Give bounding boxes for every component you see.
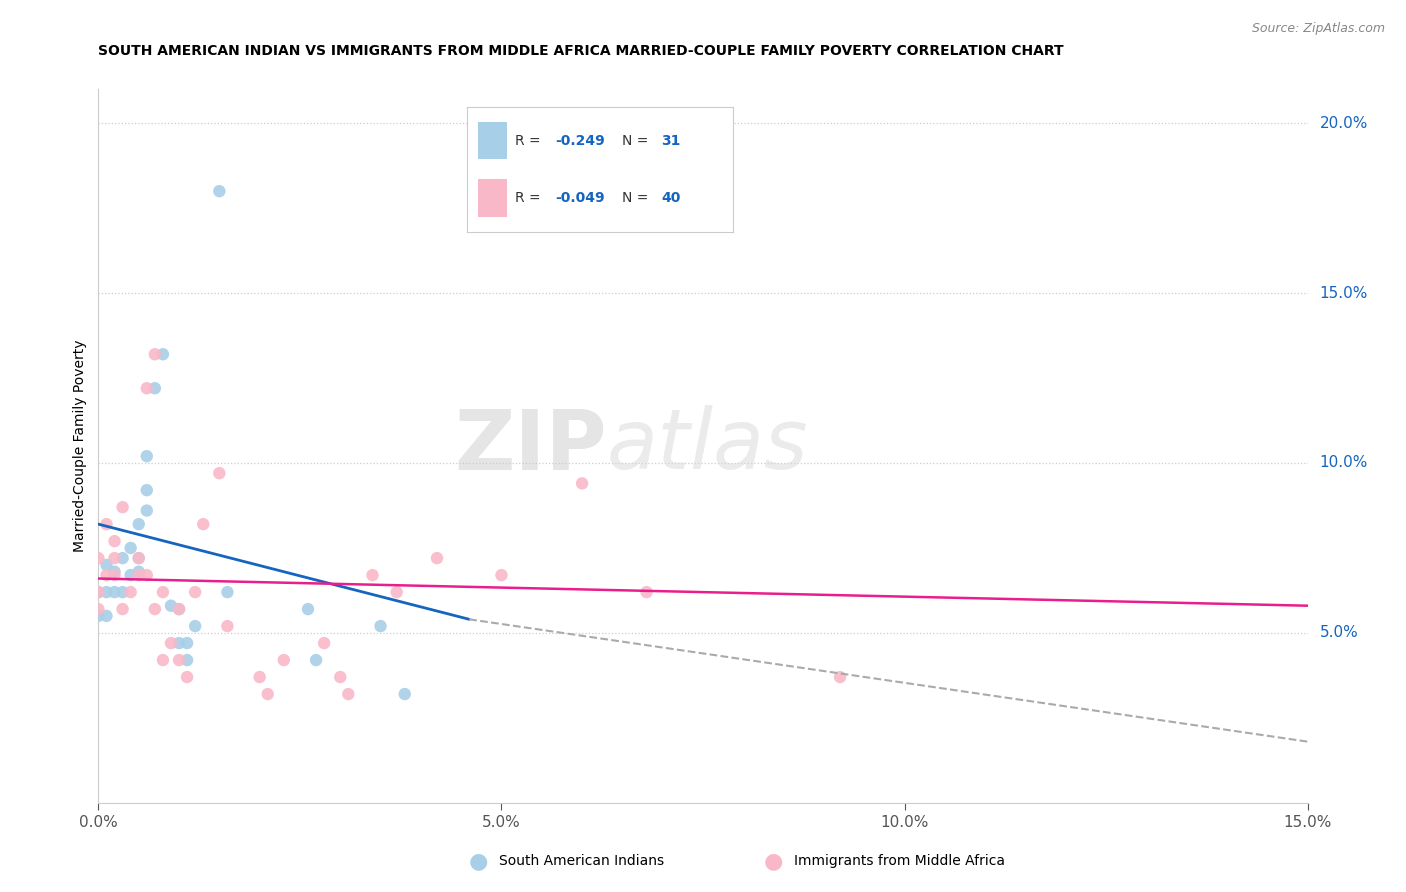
Point bbox=[120, 541, 142, 555]
Point bbox=[143, 347, 166, 361]
Point bbox=[87, 602, 110, 616]
Text: Immigrants from Middle Africa: Immigrants from Middle Africa bbox=[794, 854, 1005, 868]
Point bbox=[128, 551, 150, 566]
Point bbox=[329, 670, 352, 684]
Point bbox=[249, 670, 271, 684]
Point bbox=[167, 602, 190, 616]
Point bbox=[152, 347, 174, 361]
Point bbox=[96, 585, 118, 599]
Point bbox=[152, 585, 174, 599]
Point bbox=[135, 483, 157, 498]
Point bbox=[128, 517, 150, 532]
Point bbox=[96, 608, 118, 623]
Point bbox=[96, 568, 118, 582]
Point bbox=[135, 503, 157, 517]
Point bbox=[135, 449, 157, 463]
Point bbox=[160, 636, 183, 650]
Point bbox=[176, 653, 198, 667]
Point bbox=[297, 602, 319, 616]
Text: SOUTH AMERICAN INDIAN VS IMMIGRANTS FROM MIDDLE AFRICA MARRIED-COUPLE FAMILY POV: SOUTH AMERICAN INDIAN VS IMMIGRANTS FROM… bbox=[98, 44, 1064, 58]
Point bbox=[143, 381, 166, 395]
Point bbox=[103, 565, 125, 579]
Point bbox=[111, 585, 134, 599]
Point bbox=[128, 568, 150, 582]
Point bbox=[571, 476, 593, 491]
Point bbox=[256, 687, 278, 701]
Point bbox=[160, 599, 183, 613]
Text: ●: ● bbox=[763, 851, 783, 871]
Point bbox=[111, 602, 134, 616]
Point bbox=[111, 500, 134, 515]
Text: ZIP: ZIP bbox=[454, 406, 606, 486]
Point bbox=[217, 619, 239, 633]
Point bbox=[305, 653, 328, 667]
Point bbox=[208, 466, 231, 480]
Y-axis label: Married-Couple Family Poverty: Married-Couple Family Poverty bbox=[73, 340, 87, 552]
Point bbox=[128, 565, 150, 579]
Point bbox=[120, 585, 142, 599]
Point bbox=[176, 636, 198, 650]
Point bbox=[273, 653, 295, 667]
Text: ●: ● bbox=[468, 851, 488, 871]
Text: 15.0%: 15.0% bbox=[1320, 285, 1368, 301]
Point bbox=[361, 568, 384, 582]
Point bbox=[167, 653, 190, 667]
Point bbox=[167, 636, 190, 650]
Point bbox=[103, 585, 125, 599]
Text: atlas: atlas bbox=[606, 406, 808, 486]
Point bbox=[128, 551, 150, 566]
Point bbox=[184, 619, 207, 633]
Point bbox=[135, 381, 157, 395]
Point bbox=[337, 687, 360, 701]
Point bbox=[314, 636, 336, 650]
Point bbox=[176, 670, 198, 684]
Text: Source: ZipAtlas.com: Source: ZipAtlas.com bbox=[1251, 22, 1385, 36]
Point bbox=[828, 670, 851, 684]
Point bbox=[217, 585, 239, 599]
Point bbox=[193, 517, 215, 532]
Point bbox=[87, 585, 110, 599]
Point bbox=[96, 558, 118, 572]
Text: South American Indians: South American Indians bbox=[499, 854, 664, 868]
Point bbox=[426, 551, 449, 566]
Point bbox=[491, 568, 513, 582]
Point bbox=[96, 517, 118, 532]
Point bbox=[103, 568, 125, 582]
Point bbox=[87, 551, 110, 566]
Point bbox=[87, 585, 110, 599]
Point bbox=[103, 551, 125, 566]
Point bbox=[135, 568, 157, 582]
Point bbox=[120, 568, 142, 582]
Point bbox=[636, 585, 658, 599]
Point bbox=[143, 602, 166, 616]
Point bbox=[394, 687, 416, 701]
Text: 20.0%: 20.0% bbox=[1320, 116, 1368, 131]
Text: 5.0%: 5.0% bbox=[1320, 625, 1358, 640]
Point bbox=[111, 551, 134, 566]
Point bbox=[370, 619, 392, 633]
Point bbox=[87, 608, 110, 623]
Point bbox=[103, 534, 125, 549]
Point bbox=[152, 653, 174, 667]
Text: 10.0%: 10.0% bbox=[1320, 456, 1368, 470]
Point bbox=[208, 184, 231, 198]
Point bbox=[167, 602, 190, 616]
Point bbox=[184, 585, 207, 599]
Point bbox=[385, 585, 408, 599]
